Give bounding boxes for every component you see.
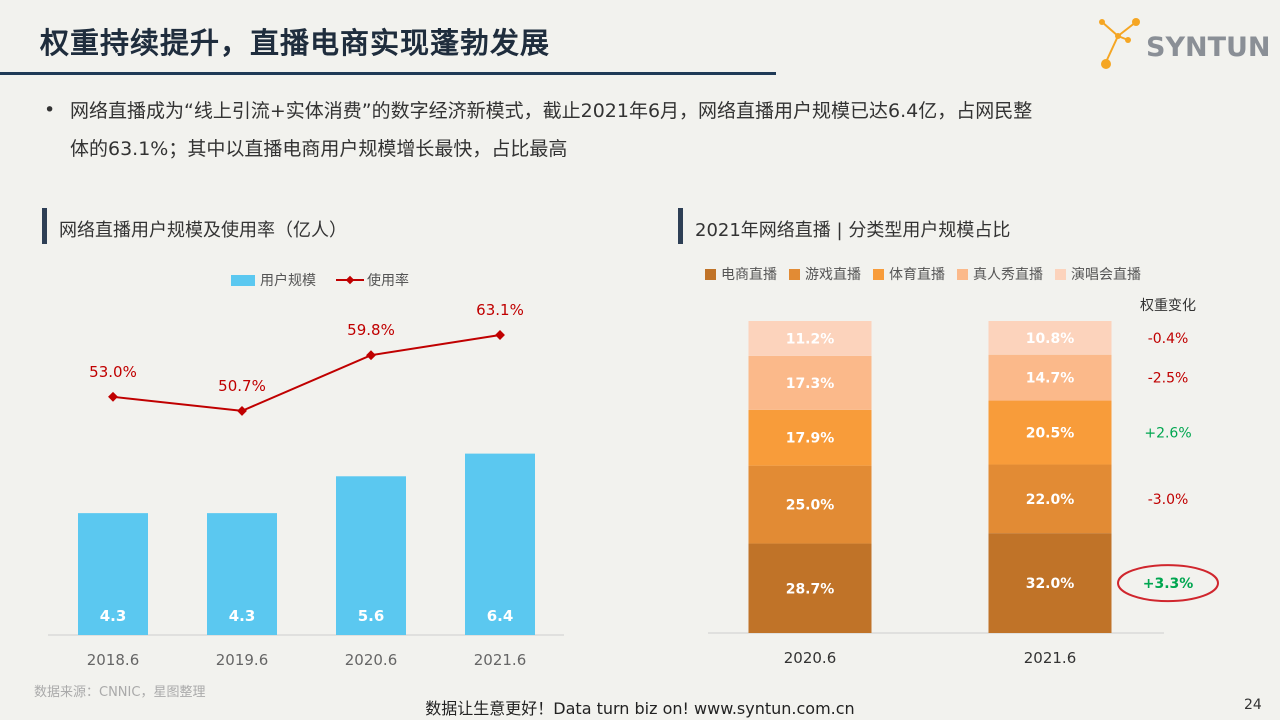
usage-rate-line [112,334,501,412]
segment-value-label: 17.9% [786,431,835,447]
stack-segment-0-2020.6 [748,543,872,633]
segment-value-label: 14.7% [1026,371,1075,387]
highlight-circle [1117,564,1219,603]
section-marker-left [42,208,47,244]
x-tick-label: 2020.6 [345,651,398,669]
right-chart-title: 2021年网络直播 | 分类型用户规模占比 [695,220,1011,241]
x-tick-label: 2019.6 [216,651,269,669]
usage-rate-label: 63.1% [476,301,524,319]
legend-swatch [1055,268,1066,280]
segment-value-label: 11.2% [786,331,835,347]
bar-value-label: 4.3 [229,607,256,625]
usage-rate-point [366,350,376,361]
left-chart-title: 网络直播用户规模及使用率（亿人） [59,220,347,241]
category-share-chart: 28.7% 25.0% 17.9% 17.3% 11.2% 2020.6 32.0% 22.0… [708,298,1219,667]
stack-segment-2-2021.6 [988,400,1112,465]
segment-value-label: 20.5% [1026,426,1075,442]
legend-usage-rate: 使用率 [336,270,409,290]
legend-label: 电商直播 [721,267,777,283]
legend-bar-swatch [231,274,255,286]
bar-user-scale-2018.6 [78,513,148,635]
legend-label: 真人秀直播 [973,267,1043,283]
footer-slogan: 数据让生意更好！Data turn biz on! www.syntun.com… [425,699,855,718]
legend-sports: 体育直播 [873,264,945,284]
legend-swatch [957,268,968,280]
syntun-logo: SYNTUN [1088,14,1271,74]
segment-value-label: 17.3% [786,376,835,392]
x-tick-label: 2020.6 [784,649,837,667]
legend-swatch [705,268,716,280]
stack-legend: 电商直播 游戏直播 体育直播 真人秀直播 演唱会直播 [705,264,1141,284]
section-marker-right [678,208,683,244]
stack-segment-0-2021.6 [988,533,1112,633]
weight-change-label: -3.0% [1148,492,1189,508]
segment-value-label: 25.0% [786,498,835,514]
legend-reality: 真人秀直播 [957,264,1043,284]
x-tick-label: 2021.6 [474,651,527,669]
segment-value-label: 32.0% [1026,576,1075,592]
legend-label: 游戏直播 [805,267,861,283]
weight-change-label: +3.3% [1143,576,1194,592]
x-tick-label: 2021.6 [1024,649,1077,667]
usage-rate-label: 59.8% [347,321,395,339]
segment-value-label: 28.7% [786,581,835,597]
change-header: 权重变化 [1140,298,1196,314]
stack-segment-3-2021.6 [988,354,1112,401]
logo-mark-icon: SYNTUN [1099,18,1271,69]
legend-usage-rate-label: 使用率 [367,273,409,289]
stack-segment-4-2021.6 [988,321,1112,355]
legend-ecommerce: 电商直播 [705,264,777,284]
bar-value-label: 6.4 [487,607,514,625]
usage-rate-point [237,405,247,416]
legend-line-swatch [336,275,364,285]
stack-segment-4-2020.6 [748,321,872,356]
legend-label: 体育直播 [889,267,945,283]
bullet-icon: • [44,99,56,121]
bar-user-scale-2019.6 [207,513,277,635]
bar-user-scale-2021.6 [465,453,535,635]
legend-label: 演唱会直播 [1071,267,1141,283]
logo-text: SYNTUN [1146,32,1268,63]
legend-user-scale-label: 用户规模 [260,273,316,289]
stack-segment-2-2020.6 [748,409,872,466]
weight-change-label: +2.6% [1144,426,1191,442]
title-underline [0,72,776,75]
legend-swatch [873,268,884,280]
segment-value-label: 10.8% [1026,331,1075,347]
x-tick-label: 2018.6 [87,651,140,669]
weight-change-label: -2.5% [1148,371,1189,387]
usage-rate-label: 53.0% [89,363,137,381]
segment-value-label: 22.0% [1026,492,1075,508]
bullet-text-line1: 网络直播成为“线上引流+实体消费”的数字经济新模式，截止2021年6月，网络直播… [70,100,1033,122]
bar-value-label: 5.6 [358,607,385,625]
stack-segment-1-2020.6 [748,465,872,544]
page-title: 权重持续提升，直播电商实现蓬勃发展 [40,26,551,60]
usage-rate-point [495,330,505,340]
page-number: 24 [1244,697,1262,713]
legend-user-scale: 用户规模 [231,270,316,290]
usage-rate-label: 50.7% [218,377,266,395]
stack-segment-1-2021.6 [988,464,1112,534]
bullet-text-line2: 体的63.1%；其中以直播电商用户规模增长最快，占比最高 [70,138,568,160]
bar-user-scale-2020.6 [336,476,406,635]
stack-segment-3-2020.6 [748,355,872,410]
weight-change-label: -0.4% [1148,331,1189,347]
legend-game: 游戏直播 [789,264,861,284]
bar-value-label: 4.3 [100,607,127,625]
legend-swatch [789,268,800,280]
usage-rate-point [108,391,118,402]
data-source: 数据来源：CNNIC，星图整理 [34,685,206,700]
user-scale-chart: 4.3 2018.6 4.3 2019.6 5.6 2020.6 6.4 2021.6 53.0… [48,301,564,669]
legend-concert: 演唱会直播 [1055,264,1141,284]
